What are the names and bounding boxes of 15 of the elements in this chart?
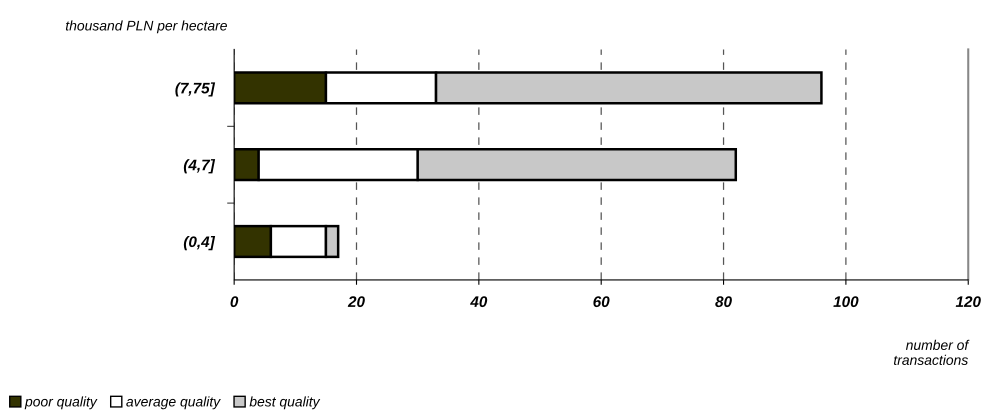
legend-label: average quality (126, 396, 221, 410)
y-tick-label: (4,7] (184, 159, 216, 174)
x-tick-label: 60 (593, 296, 610, 308)
x-tick-label: 120 (956, 296, 981, 308)
y-axis-title: thousand PLN per hectare (66, 20, 227, 34)
legend-label: best quality (250, 396, 320, 410)
legend-label: poor quality (24, 396, 98, 410)
x-tick-label: 20 (348, 296, 365, 308)
x-tick-label: 100 (833, 296, 858, 308)
y-tick-label: (0,4] (184, 236, 216, 250)
y-tick-label: (7,75] (175, 82, 216, 97)
x-tick-label: 0 (230, 296, 238, 308)
x-axis-title: number of transactions (894, 340, 970, 365)
x-tick-label: 80 (715, 296, 732, 308)
x-tick-label: 40 (470, 296, 488, 308)
